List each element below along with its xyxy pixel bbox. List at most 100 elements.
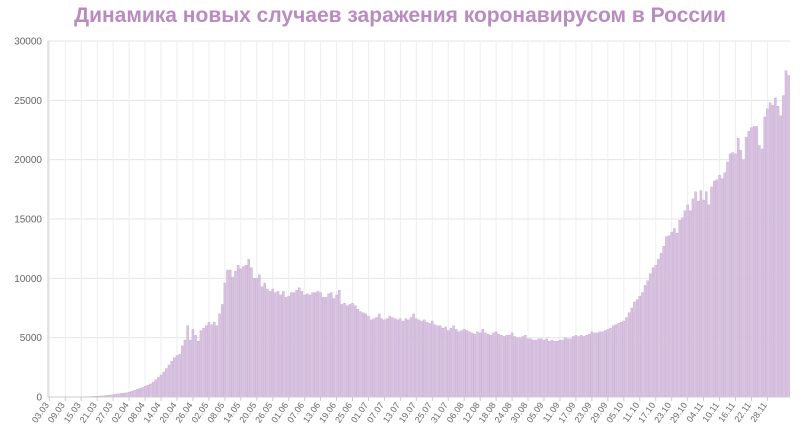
bar xyxy=(263,282,266,398)
bar xyxy=(657,259,660,398)
bar xyxy=(157,377,160,398)
bar xyxy=(747,130,751,398)
bar xyxy=(521,336,524,398)
bar xyxy=(579,335,583,398)
bar xyxy=(675,233,679,398)
bar xyxy=(606,329,610,398)
bar xyxy=(372,318,376,398)
y-tick-label: 5000 xyxy=(20,333,43,344)
bar xyxy=(375,317,378,398)
bar xyxy=(470,332,474,398)
bar xyxy=(141,387,144,398)
bar xyxy=(516,337,519,398)
bar xyxy=(646,280,649,398)
bar xyxy=(715,179,719,398)
bar xyxy=(356,308,360,398)
bar xyxy=(284,297,288,398)
bar xyxy=(186,325,189,398)
bar xyxy=(401,320,405,398)
bar xyxy=(585,335,588,398)
bar xyxy=(457,331,461,398)
bar xyxy=(385,318,389,398)
bar xyxy=(492,332,495,398)
x-tick-label: 05.09 xyxy=(525,400,546,424)
bar xyxy=(197,341,200,398)
bar xyxy=(526,338,530,398)
bar xyxy=(739,149,743,398)
bar xyxy=(787,75,790,398)
bar xyxy=(569,338,572,398)
bar xyxy=(582,336,586,398)
bar xyxy=(635,299,639,398)
bar xyxy=(178,354,181,398)
y-tick-label: 0 xyxy=(36,393,42,404)
bar xyxy=(779,115,782,398)
bar xyxy=(728,153,732,398)
bar xyxy=(439,325,442,398)
bar xyxy=(324,297,328,398)
bar xyxy=(425,322,429,398)
bar xyxy=(428,323,431,398)
bar xyxy=(444,326,447,398)
bar xyxy=(572,336,575,398)
bar xyxy=(189,339,192,398)
bar xyxy=(449,327,453,398)
bar xyxy=(614,324,618,398)
bar xyxy=(223,282,227,398)
bar xyxy=(481,329,485,398)
bar xyxy=(622,320,626,398)
bar xyxy=(681,217,684,398)
bar xyxy=(322,297,325,398)
bar xyxy=(300,291,304,398)
bar xyxy=(138,388,141,398)
bar xyxy=(782,95,785,398)
bar xyxy=(497,333,501,398)
bar xyxy=(391,317,394,398)
bar xyxy=(353,305,357,398)
bar xyxy=(601,331,604,398)
x-tick-label: 29.10 xyxy=(668,400,689,424)
bar xyxy=(335,294,338,398)
bar xyxy=(550,339,554,398)
bar xyxy=(231,276,235,398)
bar xyxy=(542,339,546,398)
bar xyxy=(247,259,251,398)
bar xyxy=(641,292,644,398)
bar xyxy=(367,316,370,398)
bar xyxy=(415,318,418,398)
bar xyxy=(393,318,397,398)
bar xyxy=(404,318,407,398)
bar xyxy=(694,191,697,398)
bar xyxy=(665,236,668,398)
bar xyxy=(159,374,163,398)
bar xyxy=(545,338,548,398)
bar xyxy=(330,292,333,398)
bar xyxy=(489,335,493,398)
bar xyxy=(651,267,655,398)
bar xyxy=(369,319,373,398)
y-tick-label: 25000 xyxy=(14,96,42,107)
y-tick-label: 15000 xyxy=(14,215,42,226)
bar xyxy=(250,267,253,398)
bar xyxy=(686,204,689,398)
bar xyxy=(125,392,128,398)
bar xyxy=(252,278,256,398)
bar xyxy=(566,338,570,398)
bar xyxy=(699,190,703,398)
bar xyxy=(638,295,641,398)
bar xyxy=(377,313,381,398)
bar xyxy=(760,148,764,398)
bar xyxy=(162,371,165,398)
bar xyxy=(380,318,384,398)
bar xyxy=(609,327,612,398)
bar xyxy=(383,319,386,398)
bar xyxy=(710,186,713,398)
bar xyxy=(337,290,341,398)
bar xyxy=(420,320,423,398)
bar xyxy=(199,330,203,398)
bar xyxy=(662,246,665,398)
bar xyxy=(726,161,729,398)
bar xyxy=(532,339,535,398)
bar xyxy=(455,329,458,398)
